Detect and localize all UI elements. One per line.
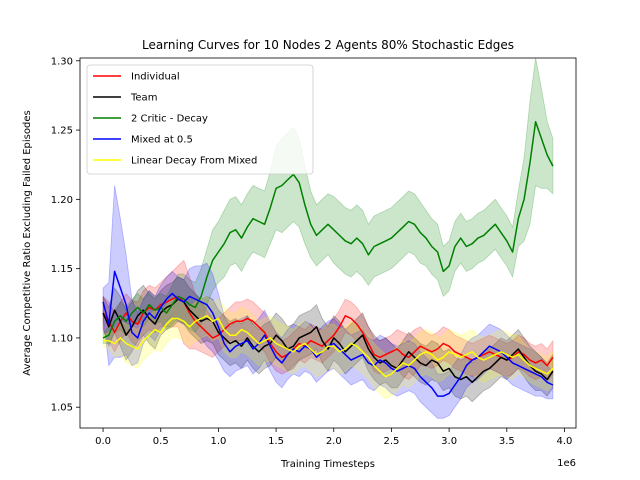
legend-label-individual: Individual xyxy=(131,72,180,83)
line-2-critic-decay xyxy=(102,120,554,339)
legend-label-2-critic-decay: 2 Critic - Decay xyxy=(131,114,208,125)
band-individual xyxy=(102,259,554,383)
x-tick-label: 4.0 xyxy=(557,436,573,447)
x-tick-label: 2.5 xyxy=(383,436,399,447)
x-tick-label: 1.5 xyxy=(268,436,284,447)
chart-title: Learning Curves for 10 Nodes 2 Agents 80… xyxy=(142,38,514,52)
plot-frame xyxy=(79,57,577,429)
x-tick-label: 1.0 xyxy=(210,436,226,447)
y-tick-label: 1.05 xyxy=(51,403,73,414)
y-tick-label: 1.20 xyxy=(51,195,73,206)
band-team xyxy=(102,276,554,403)
legend-label-team: Team xyxy=(130,93,157,104)
y-tick-label: 1.30 xyxy=(51,56,73,67)
x-axis-ticks: 0.0 0.5 1.0 1.5 2.0 2.5 3.0 3.5 4.0 xyxy=(95,428,572,447)
legend-box xyxy=(86,64,314,175)
x-axis-offset-text: 1e6 xyxy=(557,458,576,469)
band-2-critic-decay xyxy=(102,57,554,344)
y-tick-label: 1.10 xyxy=(51,333,73,344)
y-axis-ticks: 1.05 1.10 1.15 1.20 1.25 1.30 xyxy=(51,56,80,414)
y-axis-label: Average Competitive Ratio Excluding Fail… xyxy=(22,110,33,375)
y-tick-label: 1.15 xyxy=(51,264,73,275)
x-axis-label: Training Timesteps xyxy=(280,459,375,470)
x-tick-label: 0.0 xyxy=(95,436,111,447)
legend: Individual Team 2 Critic - Decay Mixed at 0… xyxy=(86,64,314,175)
x-tick-label: 2.0 xyxy=(326,436,342,447)
series-lines xyxy=(102,120,554,397)
y-tick-label: 1.25 xyxy=(51,126,73,137)
line-linear-decay-from-mixed xyxy=(103,315,554,378)
x-tick-label: 0.5 xyxy=(153,436,169,447)
x-tick-label: 3.5 xyxy=(499,436,515,447)
legend-label-mixed-at-0-5: Mixed at 0.5 xyxy=(131,135,193,146)
legend-label-linear-decay-from-mixed: Linear Decay From Mixed xyxy=(131,156,257,167)
x-tick-label: 3.0 xyxy=(441,436,457,447)
